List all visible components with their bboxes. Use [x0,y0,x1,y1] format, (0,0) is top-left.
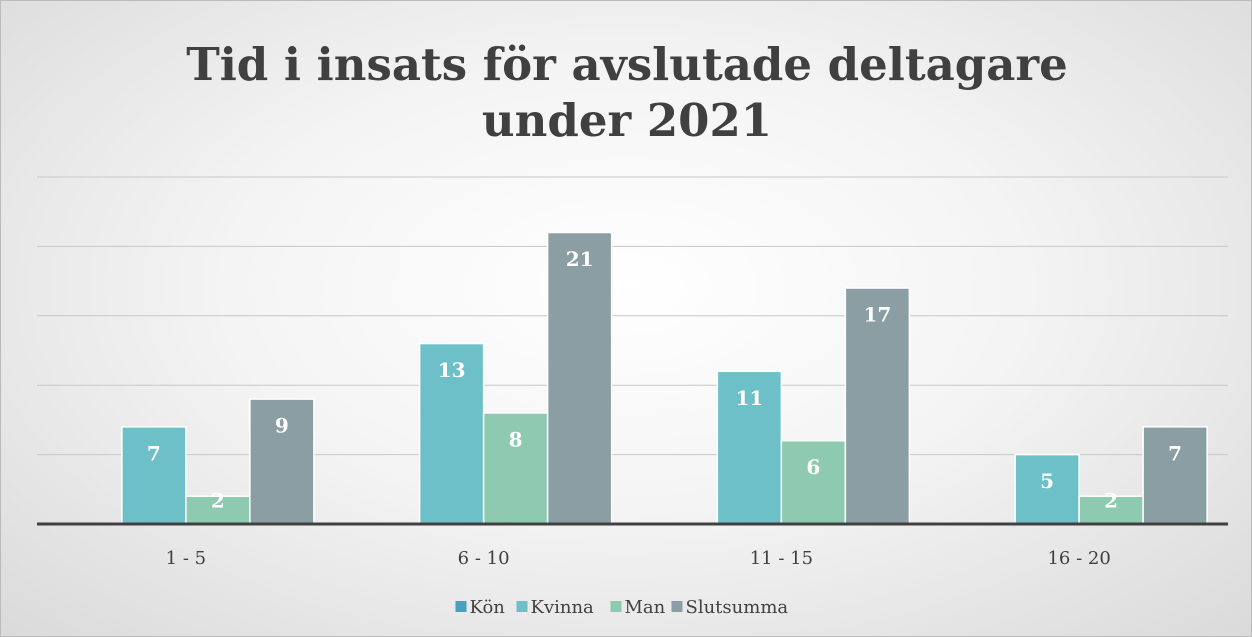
legend-swatch [455,601,467,612]
legend-label: Slutsumma [686,597,789,618]
legend-label: Kvinna [531,597,595,618]
legend-label: Man [625,597,666,618]
legend-swatch [610,601,622,612]
data-label: 21 [566,247,594,271]
legend-swatch [516,601,528,612]
legend-label: Kön [470,597,506,618]
data-label: 7 [147,441,161,465]
bar [780,439,847,525]
bar [185,495,251,525]
data-label: 6 [806,455,820,479]
bar [1142,426,1208,525]
data-label: 5 [1040,469,1054,493]
data-label: 17 [863,303,891,327]
data-label: 11 [735,386,763,410]
bar [1014,453,1080,525]
data-label: 8 [509,427,523,451]
bar [121,426,187,525]
data-label: 13 [438,358,466,382]
data-label: 9 [275,414,289,438]
bar [1078,495,1144,525]
bar [546,231,613,525]
bar [844,287,911,525]
data-label: 2 [211,489,225,513]
x-tick-label: 11 - 15 [750,548,813,569]
x-tick-label: 1 - 5 [166,548,206,569]
bar [418,342,485,525]
bar [249,398,315,525]
data-label: 2 [1104,489,1118,513]
x-tick-label: 16 - 20 [1047,548,1110,569]
chart-title: Tid i insats för avslutade deltagare und… [186,38,1068,147]
x-tick-label: 6 - 10 [458,548,510,569]
legend-swatch [671,601,683,612]
data-label: 7 [1168,441,1182,465]
